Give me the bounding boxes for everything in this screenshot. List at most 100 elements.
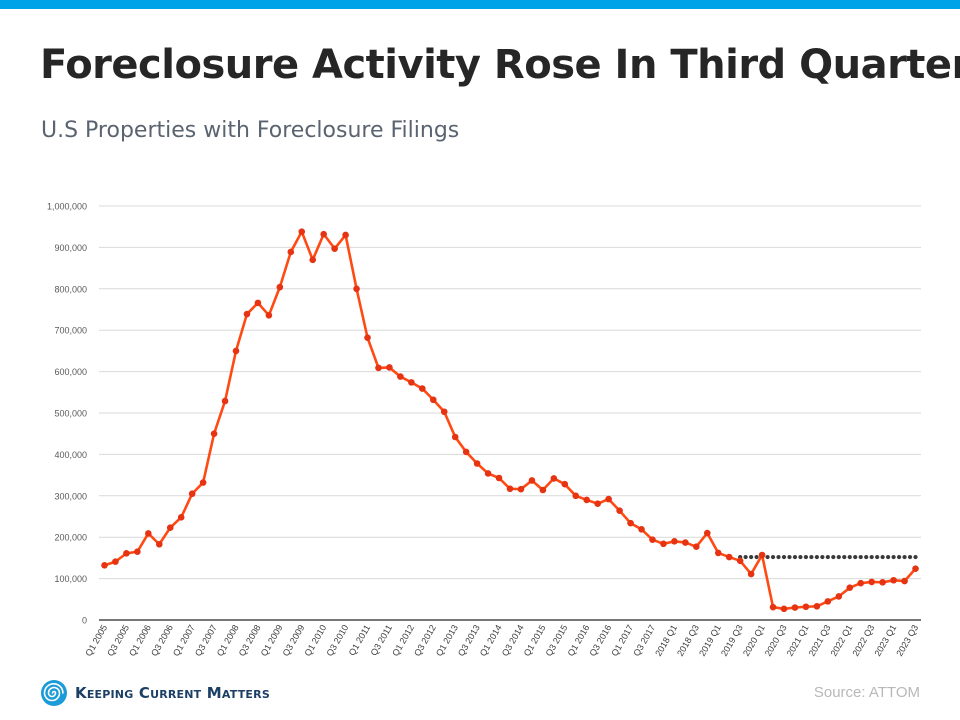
data-point — [747, 570, 755, 578]
spiral-logo-icon — [41, 680, 67, 706]
data-point — [879, 579, 886, 586]
data-points — [101, 228, 919, 613]
data-point — [517, 485, 525, 493]
y-tick-label: 900,000 — [54, 243, 87, 253]
data-point — [693, 543, 700, 551]
reference-line-dot — [913, 554, 918, 560]
y-tick-label: 300,000 — [54, 491, 87, 501]
y-tick-label: 200,000 — [54, 533, 87, 543]
data-point — [188, 490, 196, 498]
reference-line-dot — [787, 554, 792, 560]
data-point — [605, 495, 612, 503]
data-point — [649, 536, 656, 543]
data-point — [101, 562, 108, 569]
y-tick-label: 1,000,000 — [47, 202, 87, 212]
data-point — [813, 603, 821, 610]
data-point — [725, 553, 733, 561]
reference-line-dot — [770, 554, 776, 560]
data-point — [177, 514, 185, 521]
brand-name: Keeping Current Matters — [75, 684, 270, 702]
data-point — [145, 530, 152, 537]
reference-line-group — [738, 554, 918, 560]
data-point — [616, 507, 623, 515]
data-point — [462, 448, 470, 456]
chart-subtitle: U.S Properties with Foreclosure Filings — [41, 118, 460, 143]
y-axis-tick-labels: 0 100,000 200,000 300,000 400,000 500,000 600,… — [47, 202, 87, 626]
series-line — [104, 230, 917, 611]
reference-line-dot — [749, 554, 754, 560]
y-tick-label: 0 — [82, 616, 87, 626]
data-point — [210, 430, 218, 438]
data-point — [572, 492, 580, 500]
y-tick-label: 800,000 — [54, 284, 87, 294]
data-point — [221, 397, 229, 405]
data-point — [331, 245, 338, 252]
data-point — [857, 579, 865, 587]
reference-line-dot — [891, 554, 896, 560]
data-point — [824, 598, 832, 605]
y-tick-label: 100,000 — [54, 574, 87, 584]
data-point — [506, 485, 514, 493]
data-point — [375, 364, 382, 372]
data-point — [835, 593, 843, 600]
data-point — [901, 577, 908, 585]
data-point — [309, 256, 317, 264]
brand-logo-group: Keeping Current Matters — [40, 678, 270, 708]
data-point — [473, 460, 481, 467]
data-point — [714, 549, 722, 557]
data-point — [364, 334, 371, 341]
y-tick-label: 400,000 — [54, 450, 87, 460]
data-point — [287, 248, 295, 256]
reference-line-dot — [880, 554, 885, 560]
grid-lines — [99, 205, 921, 621]
reference-line-dot — [853, 554, 858, 560]
reference-line-dot — [875, 554, 880, 560]
top-accent-bar — [0, 0, 960, 9]
data-point — [320, 230, 327, 238]
data-point — [166, 524, 174, 531]
reference-line-dot — [847, 554, 852, 560]
x-tick-label: 2023 Q3 — [894, 623, 920, 658]
reference-line-dot — [869, 554, 874, 560]
y-tick-label: 500,000 — [54, 409, 87, 419]
reference-line-dot — [864, 554, 869, 560]
data-point — [791, 604, 799, 611]
data-point — [671, 538, 678, 545]
data-point — [550, 475, 558, 482]
reference-line-dot — [765, 554, 770, 560]
data-point — [528, 477, 536, 484]
data-point — [758, 551, 766, 559]
data-point — [627, 519, 634, 527]
data-point — [353, 285, 360, 293]
data-point — [134, 548, 141, 555]
reference-line-dot — [836, 554, 841, 560]
reference-line-dot — [831, 554, 836, 560]
reference-line-dot — [754, 554, 759, 560]
data-point — [298, 228, 306, 235]
data-point — [342, 231, 349, 239]
data-point — [232, 347, 240, 355]
data-point — [846, 584, 854, 592]
reference-line-dot — [781, 554, 787, 560]
data-point — [123, 550, 130, 557]
data-point — [419, 385, 426, 392]
reference-line-dot — [798, 554, 803, 560]
data-point — [429, 396, 437, 404]
reference-line-dot — [820, 554, 825, 560]
data-point — [495, 474, 503, 482]
reference-line-dot — [907, 554, 913, 560]
data-point — [276, 283, 284, 291]
reference-line-dot — [803, 554, 809, 560]
data-point — [890, 576, 897, 584]
data-point — [868, 578, 875, 586]
data-point — [397, 373, 404, 380]
data-point — [561, 480, 569, 488]
data-point — [780, 605, 788, 613]
reference-line-dot — [896, 554, 902, 560]
data-point — [451, 433, 459, 441]
data-point — [265, 311, 273, 319]
data-point — [703, 529, 711, 537]
data-point — [539, 486, 547, 494]
